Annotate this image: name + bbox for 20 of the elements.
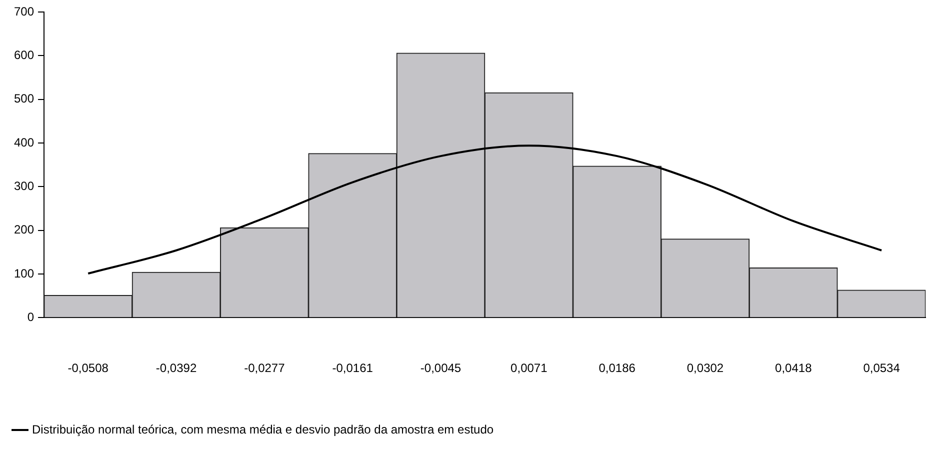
x-tick-label: -0,0392 [156,361,197,376]
y-tick-label: 500 [14,92,34,106]
x-tick-label: -0,0508 [68,361,109,376]
legend-label: Distribuição normal teórica, com mesma média e desvio padrão da amostra em estudo [32,422,494,436]
y-tick-label: 700 [14,4,34,18]
x-tick-label: 0,0418 [775,361,812,376]
x-tick-label: 0,0302 [686,361,724,376]
y-tick-label: 100 [14,266,34,280]
y-tick-label: 0 [27,310,34,324]
x-tick-label: -0,0161 [332,361,374,376]
x-tick-label: 0,0186 [598,361,636,376]
x-tick-label: -0,0045 [420,361,462,376]
x-tick-label: 0,0534 [863,361,900,376]
y-tick-label: 300 [14,178,34,193]
y-tick-label: 400 [14,135,34,150]
x-tick-label: -0,0277 [244,361,286,376]
y-tick-label: 600 [14,48,34,62]
y-tick-label: 200 [14,222,34,237]
line-series [87,144,883,275]
x-tick-label: 0,0071 [510,361,548,376]
